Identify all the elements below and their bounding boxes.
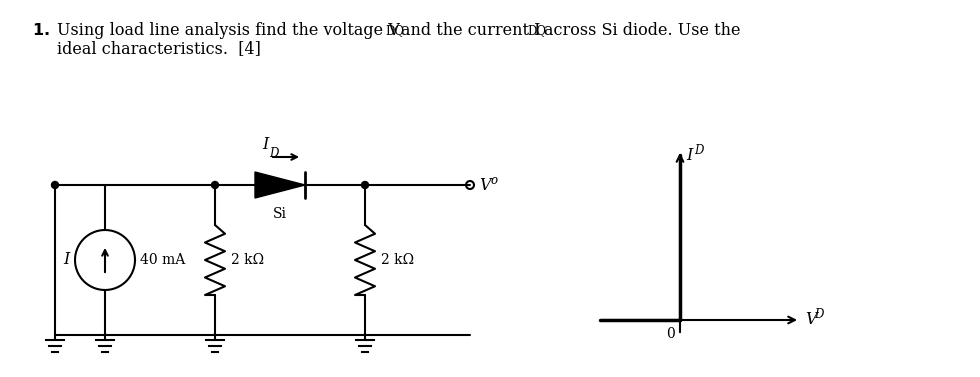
Text: V: V — [805, 311, 816, 328]
Text: and the current I: and the current I — [401, 22, 541, 39]
Text: Si: Si — [273, 207, 287, 221]
Circle shape — [212, 181, 219, 188]
Text: $\mathbf{1.}$: $\mathbf{1.}$ — [32, 22, 50, 39]
Text: 2 kΩ: 2 kΩ — [231, 253, 265, 267]
Text: o: o — [490, 173, 497, 187]
Text: I: I — [262, 136, 269, 153]
Text: across Si diode. Use the: across Si diode. Use the — [544, 22, 741, 39]
Text: ideal characteristics.  [4]: ideal characteristics. [4] — [57, 40, 261, 57]
Text: 0: 0 — [665, 327, 674, 341]
Text: I: I — [686, 147, 693, 164]
Circle shape — [52, 181, 59, 188]
Text: DQ: DQ — [527, 24, 546, 37]
Text: 2 kΩ: 2 kΩ — [381, 253, 415, 267]
Text: V: V — [479, 176, 491, 193]
Circle shape — [362, 181, 368, 188]
Polygon shape — [255, 172, 305, 198]
Text: D: D — [814, 308, 823, 322]
Text: I: I — [64, 251, 70, 268]
Text: DQ: DQ — [385, 24, 404, 37]
Text: Using load line analysis find the voltage V: Using load line analysis find the voltag… — [57, 22, 400, 39]
Text: D: D — [694, 144, 704, 156]
Text: 40 mA: 40 mA — [140, 253, 185, 267]
Text: D: D — [269, 147, 278, 160]
